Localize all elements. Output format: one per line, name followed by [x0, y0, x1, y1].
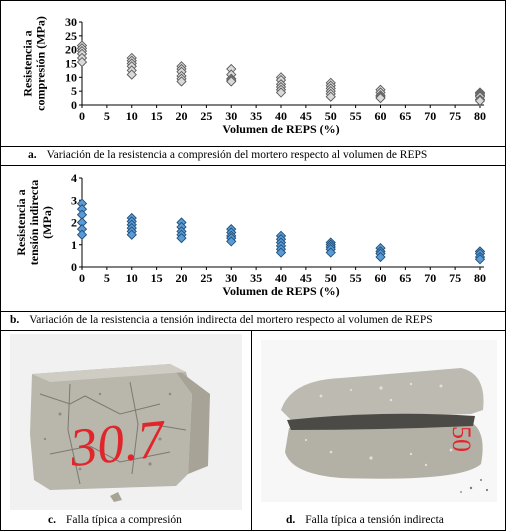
row-divider — [0, 146, 506, 147]
row-divider — [0, 330, 506, 331]
y-tick-label: 20 — [65, 43, 77, 57]
specimen-label-c: 30.7 — [66, 408, 169, 478]
caption-d: d. Falla típica a tensión indirecta — [286, 514, 444, 526]
x-tick-label: 30 — [225, 109, 237, 123]
x-tick-label: 15 — [151, 109, 163, 123]
x-tick-label: 35 — [250, 271, 262, 285]
x-tick-label: 0 — [79, 109, 85, 123]
y-tick-label: 15 — [65, 57, 77, 71]
x-tick-label: 60 — [375, 271, 387, 285]
x-tick-label: 50 — [325, 271, 337, 285]
x-tick-label: 20 — [176, 109, 188, 123]
data-point — [325, 91, 336, 102]
data-point — [275, 87, 287, 98]
x-tick-label: 65 — [399, 109, 411, 123]
data-point — [375, 251, 386, 263]
x-tick-label: 45 — [300, 271, 312, 285]
caption-b-text: Variación de la resistencia a tensión in… — [29, 314, 433, 326]
row-divider — [0, 165, 506, 166]
caption-c: c. Falla típica a compresión — [48, 514, 182, 526]
x-axis-label: Volumen de REPS (%) — [222, 122, 339, 136]
data-point — [275, 247, 287, 258]
caption-c-text: Falla típica a compresión — [65, 514, 182, 526]
x-tick-label: 30 — [225, 271, 237, 285]
x-tick-label: 75 — [449, 109, 461, 123]
data-point — [176, 232, 187, 244]
tension-chart-panel: 0 1 2 3 4 0 5 10 15 20 25 30 35 40 45 50 55 60 65 70 75 80 Vol… — [0, 166, 506, 311]
column-divider — [251, 331, 252, 531]
x-tick-label: 15 — [151, 271, 163, 285]
x-tick-label: 10 — [126, 109, 138, 123]
x-tick-label: 40 — [275, 109, 287, 123]
y-tick-label: 30 — [65, 15, 77, 29]
data-point — [226, 236, 237, 247]
y-tick-label: 10 — [65, 70, 77, 84]
y-tick-label: 5 — [71, 84, 77, 98]
x-tick-label: 65 — [399, 271, 411, 285]
x-tick-label: 55 — [350, 271, 362, 285]
caption-a-letter: a. — [28, 149, 37, 161]
y-tick-label: 0 — [71, 260, 77, 274]
caption-d-letter: d. — [286, 514, 296, 526]
x-tick-label: 0 — [79, 271, 85, 285]
data-point — [76, 56, 88, 68]
x-tick-label: 20 — [176, 271, 188, 285]
y-tick-label: 3 — [71, 193, 77, 207]
caption-b: b. Variación de la resistencia a tensión … — [10, 314, 433, 326]
data-point — [126, 69, 137, 80]
data-point — [474, 254, 486, 265]
tension-failure-photo: 50 — [261, 340, 497, 502]
caption-a-text: Variación de la resistencia a compresión… — [46, 149, 428, 161]
x-tick-label: 55 — [350, 109, 362, 123]
x-tick-label: 10 — [126, 271, 138, 285]
specimen-label-d: 50 — [447, 426, 476, 452]
y-tick-label: 1 — [71, 238, 77, 252]
caption-a: a. Variación de la resistencia a compresi… — [28, 149, 427, 161]
x-tick-label: 70 — [424, 109, 436, 123]
data-point — [375, 92, 386, 104]
y-tick-label: 25 — [65, 29, 77, 43]
y-tick-label: 2 — [71, 216, 77, 230]
x-tick-label: 25 — [200, 271, 212, 285]
data-point — [226, 76, 237, 87]
x-axis-label: Volumen de REPS (%) — [222, 284, 339, 298]
data-point — [126, 229, 137, 240]
x-tick-label: 70 — [424, 271, 436, 285]
y-axis-label: Resistencia acompresión (MPa) — [21, 16, 48, 111]
compression-failure-photo: 30.7 — [10, 334, 242, 510]
x-tick-label: 50 — [325, 109, 337, 123]
x-tick-label: 80 — [474, 109, 486, 123]
caption-c-letter: c. — [48, 514, 56, 526]
data-point — [325, 247, 336, 258]
data-point — [474, 95, 486, 106]
y-tick-label: 0 — [71, 98, 77, 112]
x-tick-label: 75 — [449, 271, 461, 285]
caption-b-letter: b. — [10, 314, 20, 326]
x-tick-label: 35 — [250, 109, 262, 123]
x-tick-label: 60 — [375, 109, 387, 123]
caption-d-text: Falla típica a tensión indirecta — [305, 514, 444, 526]
x-tick-label: 5 — [104, 109, 110, 123]
x-tick-label: 25 — [200, 109, 212, 123]
x-tick-label: 40 — [275, 271, 287, 285]
y-tick-label: 4 — [71, 171, 77, 185]
y-axis-label: Resistencia atensión indirecta(MPa) — [14, 180, 54, 265]
data-point — [76, 229, 88, 240]
compression-chart-panel: 0 5 10 15 20 25 30 0 5 10 15 20 25 30 35 40 45 50 55 60 65 70… — [0, 0, 506, 146]
data-point — [176, 76, 187, 87]
x-tick-label: 45 — [300, 109, 312, 123]
row-divider — [0, 311, 506, 312]
x-tick-label: 80 — [474, 271, 486, 285]
x-tick-label: 5 — [104, 271, 110, 285]
